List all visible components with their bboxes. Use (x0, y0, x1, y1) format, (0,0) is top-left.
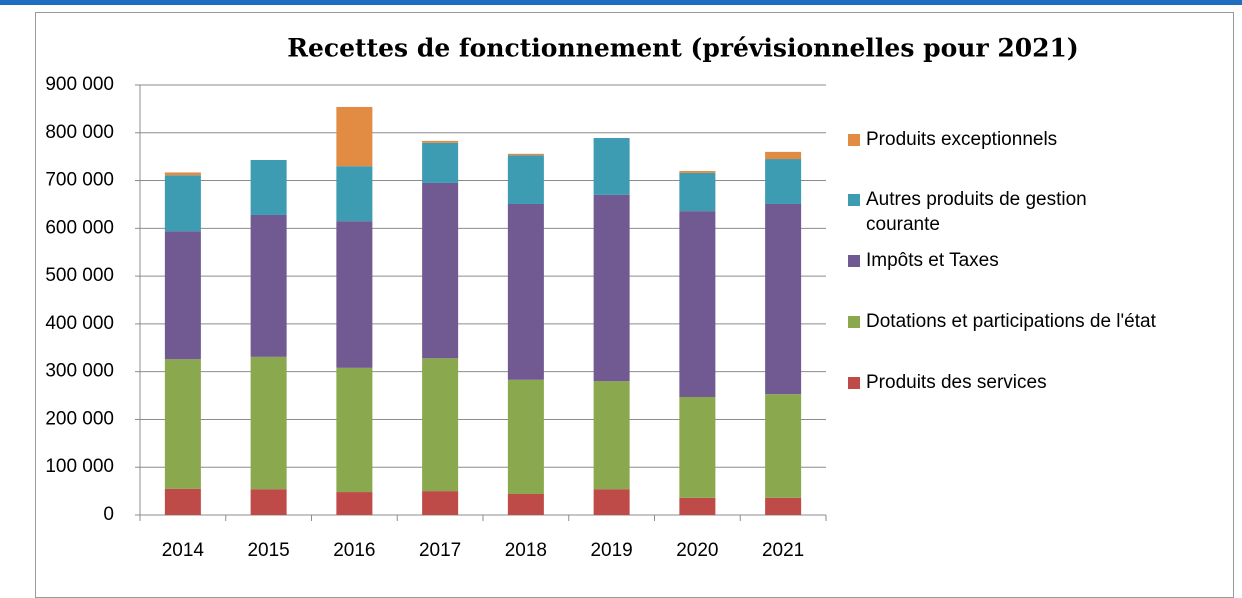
bar-segment (507, 379, 544, 494)
x-tick-label: 2020 (676, 540, 718, 561)
legend-label: Produits exceptionnels (866, 129, 1058, 150)
bar-segment (250, 160, 287, 215)
bar-segment (679, 211, 716, 397)
bar-segment (679, 396, 716, 498)
bar-segment (422, 491, 459, 515)
legend-swatch (848, 316, 860, 328)
bar-segment (593, 194, 630, 382)
bar-segment (164, 175, 201, 232)
legend-entry: Produits des services (848, 370, 1242, 395)
bar-segment (679, 171, 716, 173)
chart-title: Recettes de fonctionnement (prévisionnel… (287, 34, 1078, 63)
bar-segment (164, 231, 201, 360)
legend-swatch (848, 194, 860, 206)
y-tick-label: 500 000 (45, 265, 114, 286)
bar-segment (336, 221, 373, 368)
bar-segment (765, 151, 802, 160)
bar-segment (336, 166, 373, 222)
legend-label: Dotations et participations de l'état (866, 311, 1156, 332)
bar-segment (593, 381, 630, 490)
bar-segment (593, 489, 630, 515)
bar-segment (336, 106, 373, 167)
top-bar (0, 0, 1242, 5)
legend-label: Impôts et Taxes (866, 250, 999, 271)
y-tick-label: 200 000 (45, 408, 114, 429)
bar-segment (593, 138, 630, 195)
legend-entry: Dotations et participations de l'état (848, 309, 1242, 334)
y-tick-label: 800 000 (45, 122, 114, 143)
bar-segment (250, 489, 287, 515)
bar-segment (507, 203, 544, 380)
x-tick-label: 2015 (247, 540, 289, 561)
bar-segment (679, 172, 716, 212)
bar-segment (507, 155, 544, 204)
x-tick-label: 2017 (419, 540, 461, 561)
bar-segment (336, 492, 373, 515)
bar-segment (422, 142, 459, 183)
y-tick-label: 100 000 (45, 456, 114, 477)
x-tick-label: 2014 (162, 540, 205, 561)
bar-segment (679, 497, 716, 515)
bar-segment (765, 203, 802, 395)
bar-segment (765, 394, 802, 498)
bar-segment (164, 359, 201, 489)
x-tick-label: 2021 (762, 540, 804, 561)
y-tick-label: 600 000 (45, 217, 114, 238)
y-tick-label: 300 000 (45, 361, 114, 382)
bar-segment (765, 159, 802, 204)
bar-segment (164, 488, 201, 515)
bar-segment (507, 493, 544, 515)
bar-segment (422, 182, 459, 359)
bar-segment (765, 497, 802, 515)
legend-label: Autres produits de gestion courante (866, 189, 1087, 235)
legend-swatch (848, 377, 860, 389)
legend-entry: Autres produits de gestion courante (848, 187, 1168, 237)
bar-segment (336, 367, 373, 493)
legend-label: Produits des services (866, 372, 1047, 393)
bar-segment (422, 140, 459, 143)
y-tick-label: 900 000 (45, 74, 114, 95)
legend-entry: Impôts et Taxes (848, 248, 1242, 273)
legend-swatch (848, 134, 860, 146)
bar-segment (250, 356, 287, 490)
y-tick-label: 0 (103, 504, 114, 525)
x-tick-label: 2018 (505, 540, 547, 561)
legend-swatch (848, 255, 860, 267)
y-tick-label: 700 000 (45, 170, 114, 191)
bar-segment (250, 214, 287, 357)
y-tick-label: 400 000 (45, 313, 114, 334)
bar-segment (422, 358, 459, 492)
x-tick-label: 2019 (590, 540, 632, 561)
bar-segment (164, 172, 201, 176)
bar-segment (507, 153, 544, 156)
x-tick-label: 2016 (333, 540, 375, 561)
legend-entry: Produits exceptionnels (848, 127, 1242, 152)
